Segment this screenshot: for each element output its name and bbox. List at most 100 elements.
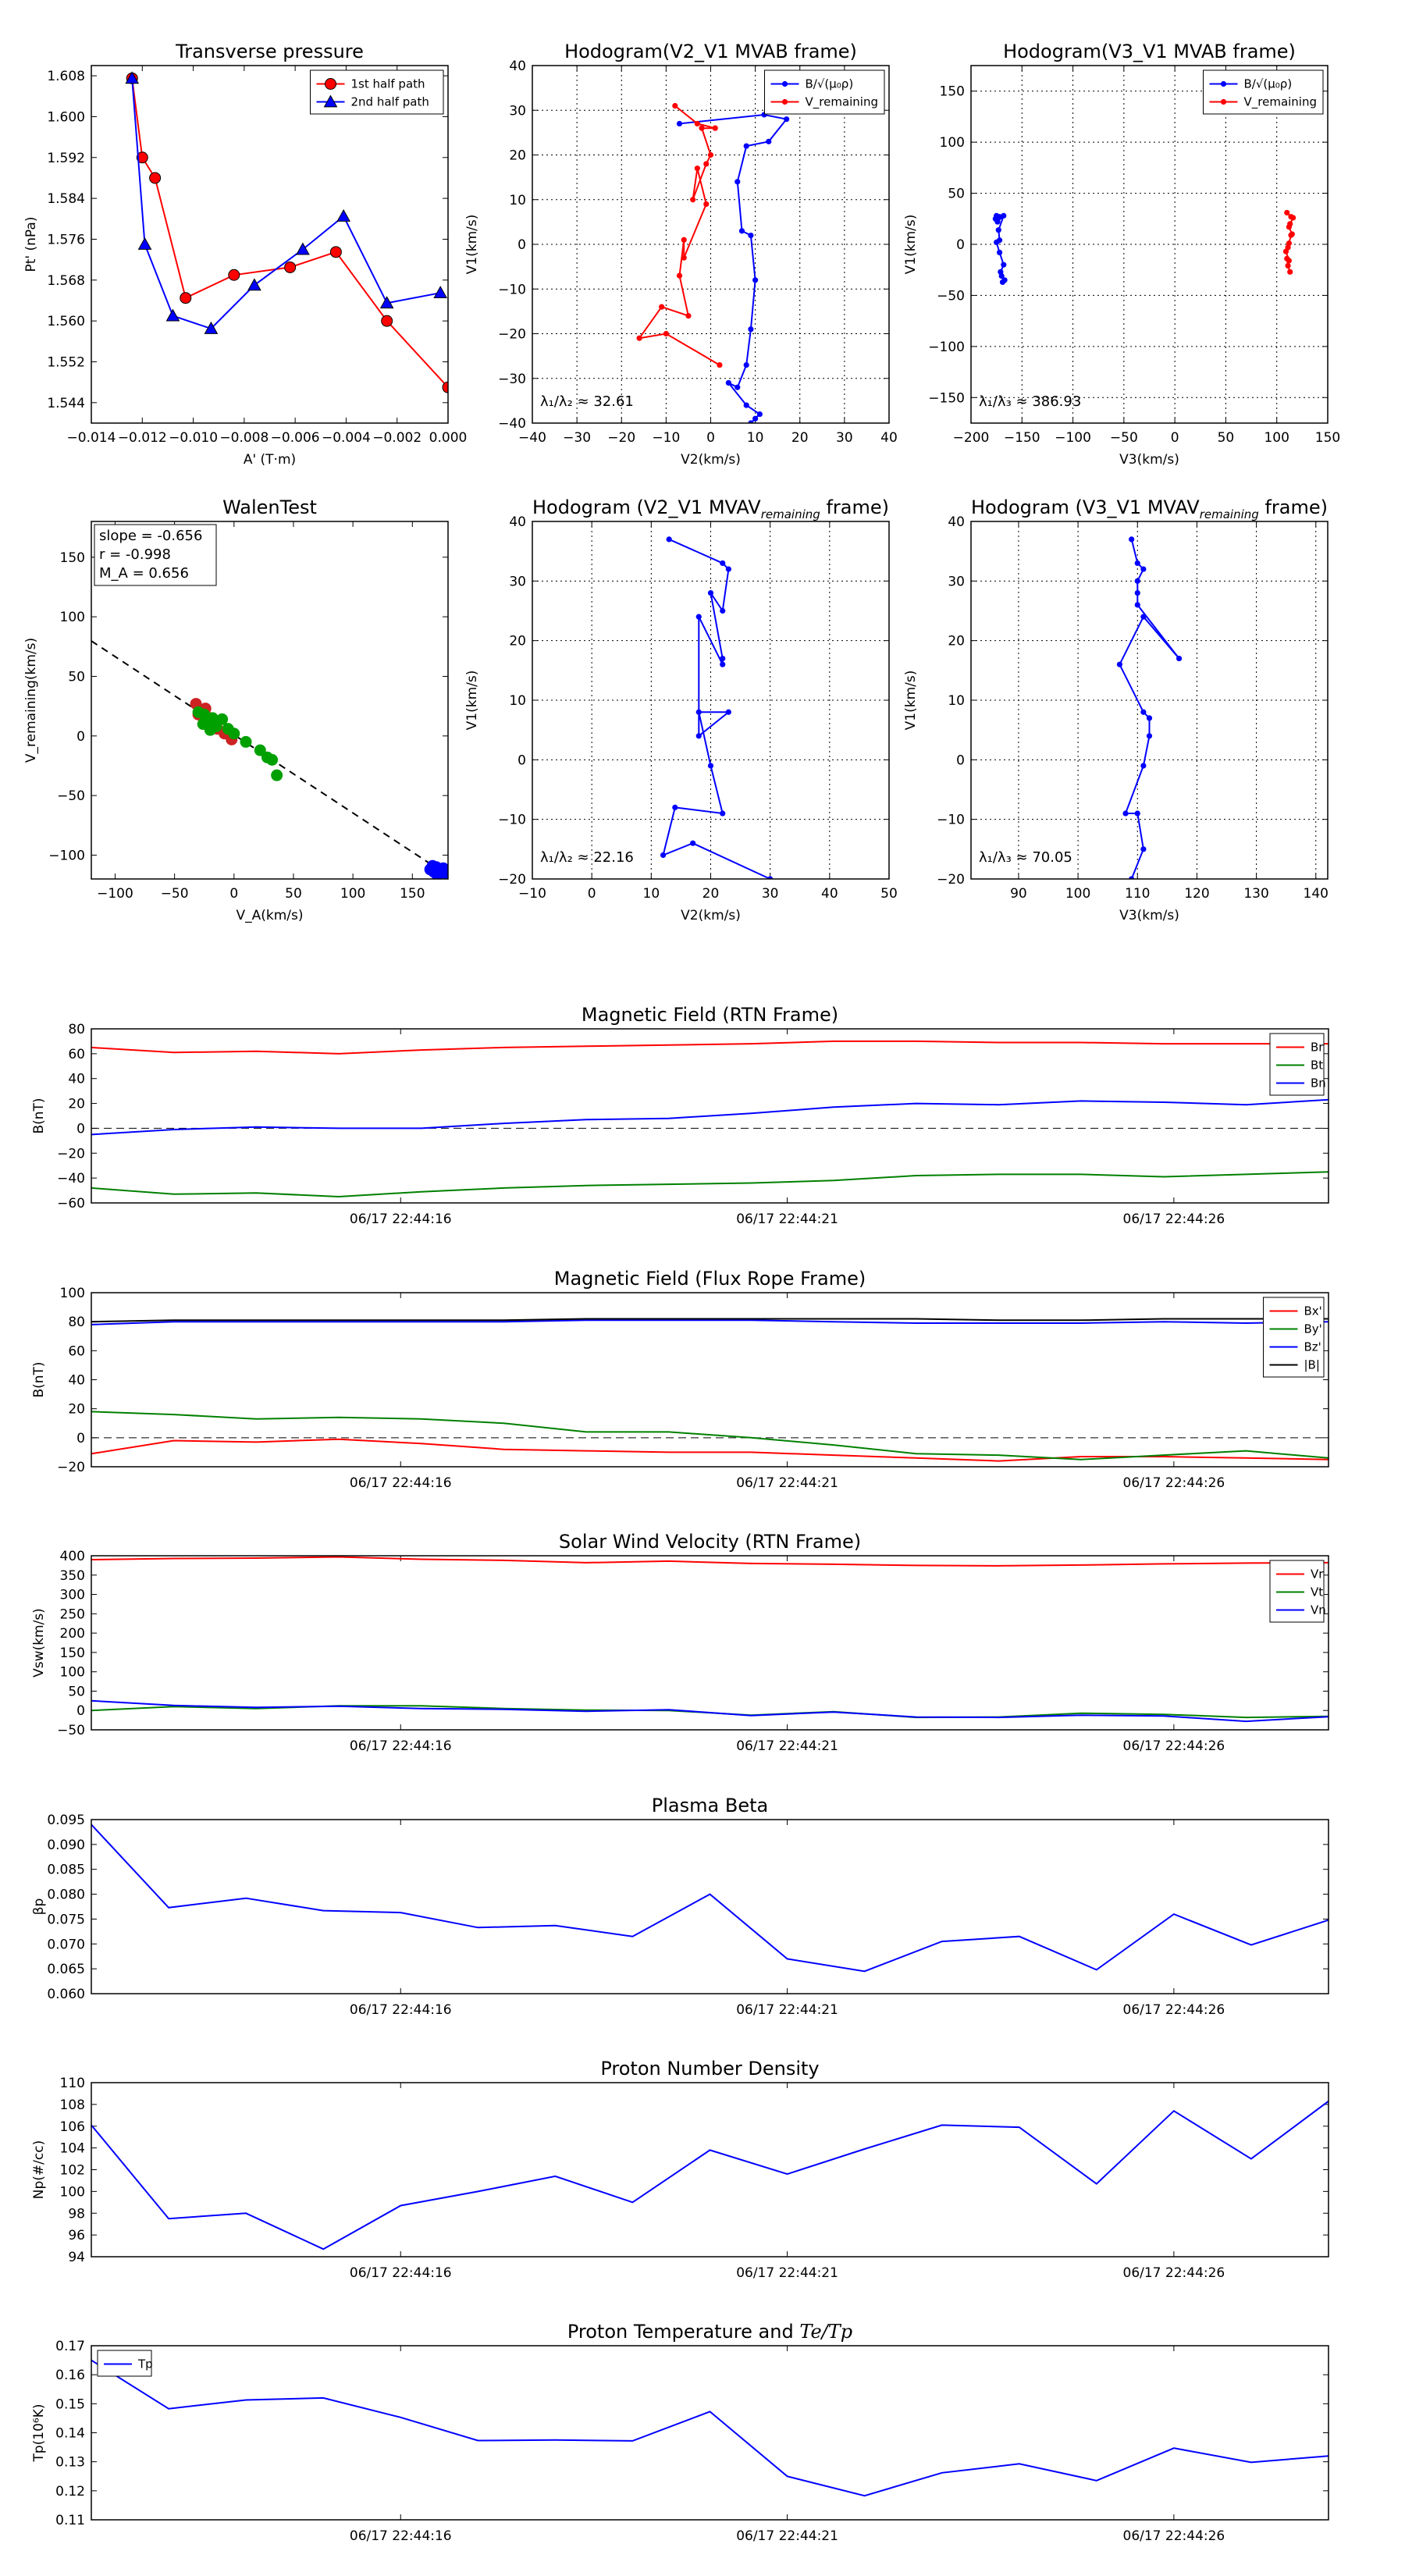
chart-title: Transverse pressure xyxy=(175,41,364,62)
chart-title: Magnetic Field (Flux Rope Frame) xyxy=(554,1268,866,1290)
legend-swatch-dot xyxy=(1220,98,1227,105)
data-point xyxy=(137,237,152,250)
data-point xyxy=(323,94,338,108)
plot-frame xyxy=(91,65,449,424)
y-tick-label: −30 xyxy=(498,372,526,387)
time-tick-label: 06/17 22:44:16 xyxy=(350,1212,452,1227)
plot-frame xyxy=(970,65,1329,424)
y-axis-label: V_remaining(km/s) xyxy=(23,638,39,763)
data-point xyxy=(1122,810,1129,817)
data-point xyxy=(672,804,678,810)
y-tick-label: 0.070 xyxy=(47,1937,85,1952)
y-tick-label: 1.552 xyxy=(47,354,85,370)
y-tick-label: 96 xyxy=(68,2228,85,2243)
data-point xyxy=(1134,602,1140,608)
y-tick-label: 1.608 xyxy=(47,69,85,84)
hodogram-v2-v1-mvab-chart: Hodogram(V2_V1 MVAB frame) −40 −30 −20 −10 0 1… xyxy=(464,41,898,468)
y-tick-label: 60 xyxy=(68,1343,85,1359)
series-line-tp xyxy=(91,2359,1329,2497)
data-point xyxy=(1284,255,1290,262)
y-tick-label: 0.13 xyxy=(55,2455,85,2471)
data-point xyxy=(240,735,252,748)
data-point xyxy=(228,269,240,281)
data-point xyxy=(748,232,754,239)
series-line-by xyxy=(91,1411,1329,1461)
y-tick-label: 80 xyxy=(68,1022,85,1037)
y-tick-label: 50 xyxy=(948,187,965,202)
x-tick-label: −0.010 xyxy=(169,430,218,446)
data-point xyxy=(636,335,642,341)
transverse-pressure-chart: Transverse pressure 1.544 1.552 1.560 1.568 1… xyxy=(23,41,467,468)
y-tick-label: 110 xyxy=(60,2076,85,2091)
x-tick-label: 40 xyxy=(821,886,838,902)
data-point xyxy=(738,228,745,234)
solar-wind-velocity-chart: Solar Wind Velocity (RTN Frame) −50 0 50 100… xyxy=(31,1531,1329,1754)
x-tick-label: 140 xyxy=(1304,886,1329,902)
series-line-bx xyxy=(91,1438,1329,1462)
data-point xyxy=(329,246,342,258)
x-tick-label: −50 xyxy=(1110,430,1138,446)
data-point xyxy=(999,279,1006,286)
time-tick-label: 06/17 22:44:16 xyxy=(350,2528,452,2544)
x-tick-label: 20 xyxy=(791,430,809,446)
data-point xyxy=(149,172,162,184)
plot-area xyxy=(91,1040,1329,1198)
y-tick-label: −20 xyxy=(498,872,526,888)
data-point xyxy=(767,876,774,879)
x-tick-label: 0.000 xyxy=(429,430,468,446)
time-tick-label: 06/17 22:44:26 xyxy=(1123,2528,1225,2544)
data-point xyxy=(180,292,192,304)
plot-frame xyxy=(91,1028,1329,1204)
data-point xyxy=(735,179,741,185)
series-line-beta xyxy=(91,1823,1329,1973)
chart-title: Solar Wind Velocity (RTN Frame) xyxy=(559,1531,861,1553)
y-axis-label: Pt' (nPa) xyxy=(23,217,39,272)
data-point xyxy=(204,321,219,334)
y-tick-label: −20 xyxy=(57,1146,85,1162)
x-tick-label: −0.008 xyxy=(219,430,269,446)
y-tick-label: 0.075 xyxy=(47,1912,85,1927)
data-point xyxy=(699,125,705,131)
data-point xyxy=(752,415,759,422)
data-point xyxy=(1134,590,1140,596)
x-tick-label: 50 xyxy=(880,886,898,902)
stats-line: M_A = 0.656 xyxy=(99,565,189,582)
y-axis-label: V1(km/s) xyxy=(464,671,480,731)
series-line-2ndhalfpath xyxy=(131,78,441,330)
legend: Vr Vt Vn xyxy=(1269,1560,1326,1623)
data-point xyxy=(284,261,297,273)
chart-title: Proton Number Density xyxy=(600,2058,819,2080)
stats-line: r = -0.998 xyxy=(99,546,171,563)
data-point xyxy=(994,239,1000,245)
data-point xyxy=(672,102,678,109)
series-line-np xyxy=(91,2100,1329,2250)
x-tick-label: −40 xyxy=(518,430,546,446)
walen-test-chart: WalenTest −100 −50 0 50 100 150 −100 −50 0 50 100 15… xyxy=(23,496,449,923)
y-tick-label: 0.11 xyxy=(55,2513,85,2528)
data-point xyxy=(717,361,723,368)
data-point xyxy=(681,254,687,261)
plot-area xyxy=(125,71,448,393)
x-tick-label: 30 xyxy=(836,430,853,446)
y-tick-label: −10 xyxy=(937,813,965,828)
legend-label: Bz' xyxy=(1304,1340,1321,1354)
y-tick-label: 30 xyxy=(948,574,965,589)
plot-frame xyxy=(91,1292,1329,1468)
y-axis-label: βp xyxy=(31,1898,47,1916)
data-point xyxy=(1001,212,1007,219)
chart-title: Proton Temperature and Te/Tp xyxy=(567,2321,852,2343)
x-axis-label: V2(km/s) xyxy=(681,908,741,923)
time-tick-label: 06/17 22:44:21 xyxy=(736,1212,838,1227)
x-axis-label: V3(km/s) xyxy=(1119,452,1179,468)
x-tick-label: −50 xyxy=(161,886,189,902)
plot-frame xyxy=(91,1555,1329,1731)
legend-label: Bn xyxy=(1311,1076,1326,1091)
data-point xyxy=(784,116,790,123)
data-point xyxy=(703,201,710,208)
x-tick-label: −0.004 xyxy=(322,430,371,446)
y-tick-label: 40 xyxy=(509,59,526,74)
data-point xyxy=(165,308,180,322)
y-tick-label: 94 xyxy=(68,2250,85,2265)
x-tick-label: −10 xyxy=(518,886,546,902)
time-tick-label: 06/17 22:44:21 xyxy=(736,1475,838,1491)
